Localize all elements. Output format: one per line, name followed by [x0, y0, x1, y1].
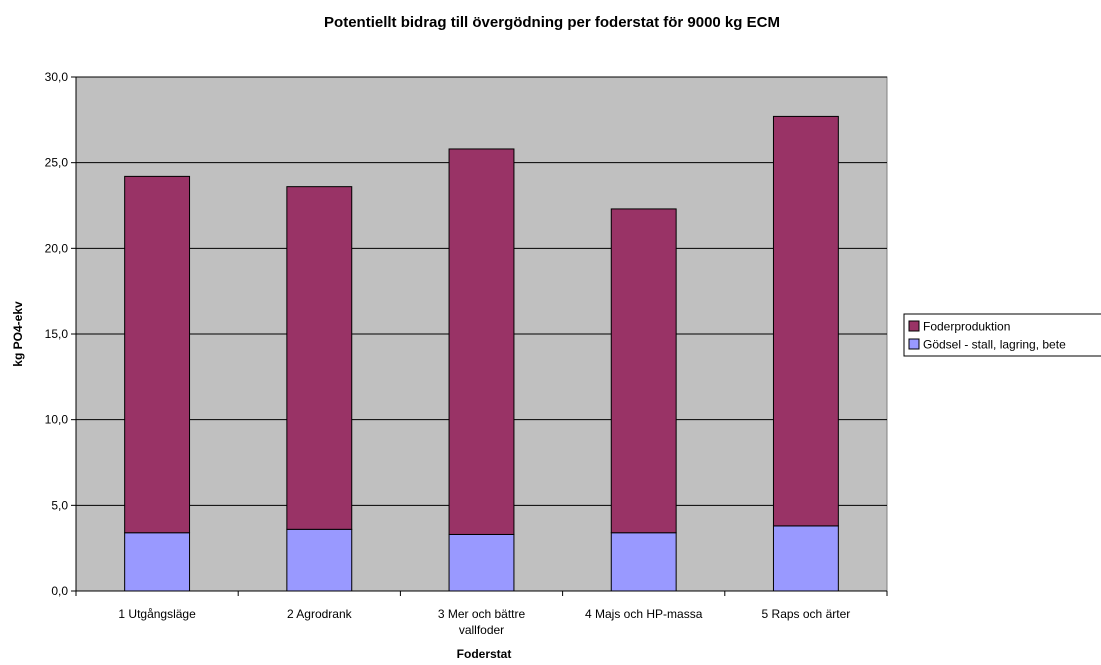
- legend-label: Gödsel - stall, lagring, bete: [923, 338, 1066, 352]
- bar-segment: [448, 148, 515, 535]
- legend: Foderproduktion Gödsel - stall, lagring, …: [903, 313, 1101, 357]
- y-tick-label: 15,0: [45, 327, 69, 341]
- bar-segment: [286, 186, 353, 530]
- y-tick-label: 20,0: [45, 241, 69, 255]
- bar-segment: [772, 525, 839, 592]
- y-tick-label: 10,0: [45, 413, 69, 427]
- x-tick-label: vallfoder: [459, 623, 504, 637]
- y-axis: 0,0 5,0 10,0 15,0 20,0 25,0 30,0: [45, 70, 77, 598]
- x-tick-label: 5 Raps och ärter: [762, 607, 851, 621]
- y-tick-label: 30,0: [45, 70, 69, 84]
- legend-box: [903, 313, 1101, 357]
- legend-swatch: [908, 338, 920, 350]
- x-tick-label: 3 Mer och bättre: [438, 607, 526, 621]
- x-tick-label: 4 Majs och HP-massa: [585, 607, 703, 621]
- x-axis: 1 Utgångsläge 2 Agrodrank 3 Mer och bättre…: [75, 590, 888, 637]
- x-tick-label: 1 Utgångsläge: [118, 607, 196, 621]
- y-axis-title: kg PO4-ekv: [11, 301, 25, 367]
- y-tick-label: 5,0: [51, 498, 68, 512]
- bar-segment: [610, 532, 677, 592]
- y-tick-label: 25,0: [45, 156, 69, 170]
- bar-segment: [286, 528, 353, 592]
- x-tick-label: 2 Agrodrank: [287, 607, 353, 621]
- bar-segment: [610, 208, 677, 534]
- x-axis-title: Foderstat: [457, 647, 512, 661]
- bars: [124, 115, 839, 592]
- bar-segment: [124, 532, 191, 592]
- bar-segment: [448, 533, 515, 592]
- chart-title: Potentiellt bidrag till övergödning per …: [324, 14, 780, 31]
- bar-segment: [772, 115, 839, 527]
- legend-label: Foderproduktion: [923, 320, 1010, 334]
- y-tick-label: 0,0: [51, 584, 68, 598]
- bar-segment: [124, 175, 191, 534]
- legend-swatch: [908, 320, 920, 332]
